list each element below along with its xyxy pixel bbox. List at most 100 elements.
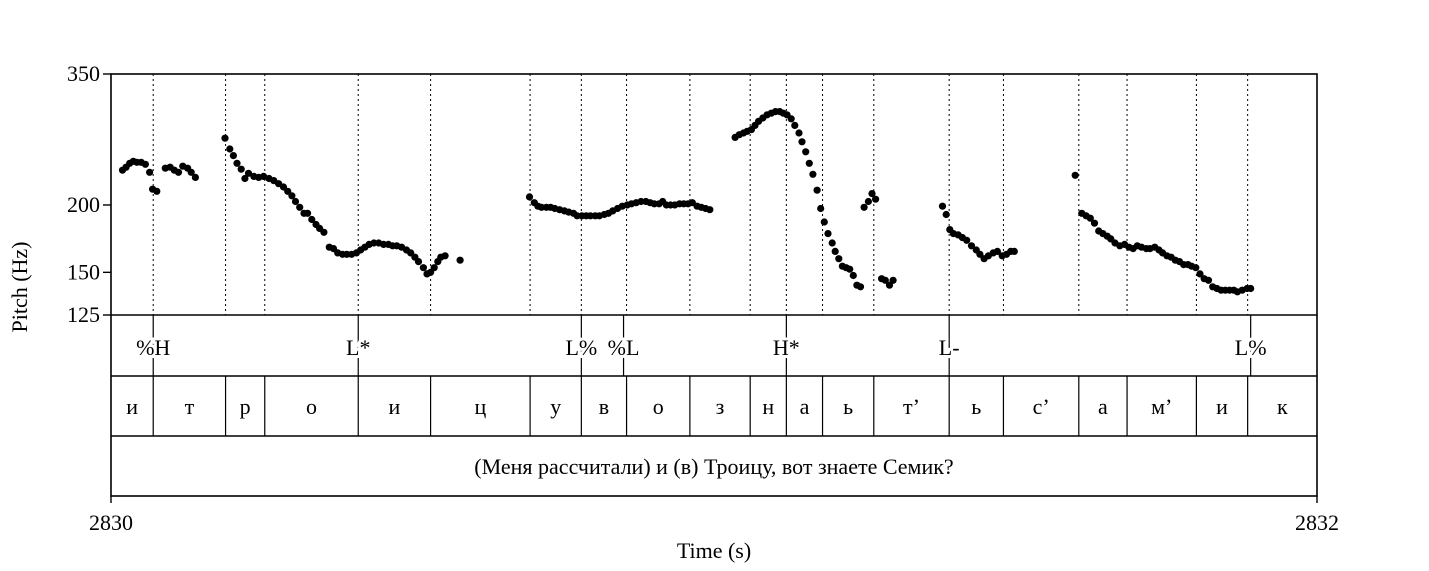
annotation-tiers <box>152 315 1252 436</box>
pitch-point <box>963 236 971 244</box>
pitch-point <box>419 264 427 272</box>
y-tick-label: 125 <box>67 302 100 327</box>
pitch-point <box>831 247 839 255</box>
pitch-point <box>1071 171 1079 179</box>
tone-label: H* <box>773 335 800 360</box>
segment-label: и <box>126 394 138 419</box>
y-axis-label: Pitch (Hz) <box>7 241 32 332</box>
pitch-point <box>284 187 292 195</box>
pitch-point <box>174 168 183 176</box>
segment-label: у <box>550 394 561 419</box>
segment-label: ц <box>474 394 486 419</box>
pitch-point <box>849 271 857 280</box>
segment-label: м’ <box>1151 394 1172 419</box>
pitch-points <box>118 108 1255 296</box>
pitch-point <box>817 204 825 213</box>
pitch-point <box>993 247 1002 255</box>
pitch-point <box>835 255 843 263</box>
segment-boundary-lines <box>152 74 1249 315</box>
pitch-point <box>141 160 149 168</box>
pitch-point <box>191 173 199 181</box>
pitch-point <box>308 215 316 224</box>
frame-border <box>110 73 1318 497</box>
x-axis-ticks: 2830 2832 <box>89 510 1339 535</box>
tone-label: L- <box>939 335 960 360</box>
tone-label: L* <box>346 335 370 360</box>
pitch-point <box>820 218 828 226</box>
segment-label: р <box>240 394 251 419</box>
segment-label: о <box>653 394 664 419</box>
pitch-point <box>1204 276 1213 284</box>
segment-label: т’ <box>903 394 920 419</box>
pitch-point <box>291 197 300 206</box>
pitch-point <box>441 252 449 260</box>
segment-tier: и т р о и ц у в о з н а ь т’ ь с’ а м’ и к <box>126 394 1288 419</box>
pitch-point <box>1090 219 1099 227</box>
x-tick-label: 2830 <box>89 510 133 535</box>
pitch-point <box>938 202 947 210</box>
pitch-point <box>864 197 873 206</box>
pitch-point <box>809 170 817 178</box>
pitch-point <box>1192 264 1200 272</box>
pitch-point <box>229 152 237 160</box>
segment-label: з <box>716 394 725 419</box>
tone-label: %H <box>136 335 170 360</box>
tone-label: %L <box>608 335 640 360</box>
segment-label: с’ <box>1033 394 1050 419</box>
pitch-point <box>226 145 234 153</box>
segment-label: и <box>1216 394 1228 419</box>
pitch-point <box>828 239 836 247</box>
segment-label: н <box>762 394 774 419</box>
segment-label: т <box>185 394 195 419</box>
pitch-point <box>146 168 154 176</box>
y-tick-label: 350 <box>67 61 100 86</box>
segment-label: ь <box>843 394 853 419</box>
pitch-point <box>296 203 304 211</box>
tone-tier: %H L* L% %L H* L- L% <box>133 332 1269 363</box>
y-tick-label: 150 <box>67 259 100 284</box>
pitch-point <box>244 169 253 177</box>
pitch-point <box>868 190 876 198</box>
pitch-point <box>233 159 241 167</box>
pitch-point <box>237 165 245 173</box>
segment-label: ь <box>971 394 981 419</box>
pitch-point <box>967 242 976 250</box>
pitch-point <box>942 210 950 219</box>
segment-label: а <box>800 394 810 419</box>
pitch-point <box>1010 247 1018 255</box>
pitch-point <box>881 276 889 284</box>
pitch-point <box>706 206 714 214</box>
x-tick-label: 2832 <box>1295 510 1339 535</box>
pitch-point <box>304 209 312 217</box>
pitch-point <box>856 283 865 291</box>
pitch-point <box>889 276 897 284</box>
segment-label: в <box>599 394 609 419</box>
pitch-point <box>221 134 229 142</box>
segment-label: о <box>306 394 317 419</box>
pitch-point <box>430 264 438 272</box>
pitch-point <box>1247 284 1255 293</box>
pitch-point <box>860 203 868 211</box>
pitch-point <box>824 230 832 238</box>
segment-label: и <box>389 394 401 419</box>
pitch-point <box>153 187 161 195</box>
pitch-point <box>795 129 803 137</box>
pitch-point <box>787 115 795 123</box>
pitch-point <box>846 265 854 273</box>
pitch-point <box>260 172 268 180</box>
pitch-point <box>791 121 799 129</box>
pitch-point <box>241 174 249 183</box>
pitch-point <box>187 168 195 176</box>
pitch-point <box>805 159 813 167</box>
pitch-point <box>798 138 806 146</box>
tone-label: L% <box>565 335 597 360</box>
pitch-point <box>1196 270 1204 278</box>
x-axis-label: Time (s) <box>677 538 751 563</box>
pitch-point <box>813 186 821 194</box>
y-tick-label: 200 <box>67 192 100 217</box>
pitch-point <box>802 148 810 156</box>
sentence-label: (Меня рассчитали) и (в) Троицу, вот знае… <box>474 454 953 479</box>
pitch-point <box>872 195 880 203</box>
pitch-point <box>414 258 423 266</box>
